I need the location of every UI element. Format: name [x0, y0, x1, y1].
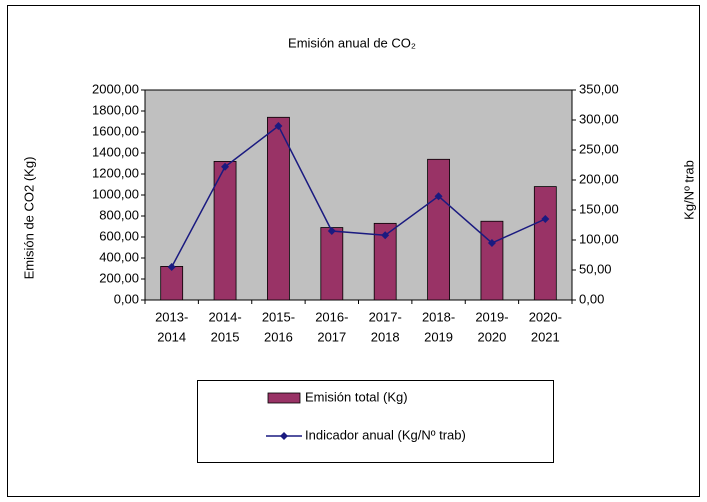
bar: [213, 160, 237, 301]
bar: [373, 222, 397, 301]
x-tick-label: 2018-: [422, 309, 455, 324]
y-tick-label: 200,00: [99, 270, 139, 285]
marker: [221, 162, 230, 171]
x-tick-label: 2017-: [369, 309, 402, 324]
y2-tick-label: 300,00: [579, 111, 619, 126]
x-tick-label: 2013-: [155, 309, 188, 324]
x-tick-label: 2018: [371, 329, 400, 344]
y2-tick-label: 50,00: [579, 261, 612, 276]
marker: [434, 192, 443, 201]
x-tick-label: 2017: [317, 329, 346, 344]
x-tick-label: 2016-: [315, 309, 348, 324]
y-tick-label: 1000,00: [92, 186, 139, 201]
marker: [381, 231, 390, 240]
y-tick-label: 1400,00: [92, 144, 139, 159]
x-tick-label: 2014: [157, 329, 186, 344]
bar: [533, 186, 557, 301]
y-tick-label: 800,00: [99, 207, 139, 222]
marker: [274, 122, 283, 130]
legend-label: Emisión total (Kg): [305, 389, 408, 404]
y-tick-label: 1600,00: [92, 123, 139, 138]
marker: [167, 263, 176, 271]
marker: [541, 215, 550, 223]
bar: [480, 220, 504, 301]
y2-tick-label: 350,00: [579, 81, 619, 96]
y-tick-label: 1200,00: [92, 165, 139, 180]
y2-tick-label: 150,00: [579, 201, 619, 216]
marker: [487, 239, 496, 247]
legend-marker: [280, 432, 288, 440]
x-tick-label: 2015: [211, 329, 240, 344]
chart-title: Emisión anual de CO₂: [288, 35, 416, 50]
bar: [267, 116, 290, 301]
legend-swatch: [267, 392, 301, 404]
y-tick-label: 2000,00: [92, 81, 139, 96]
y-tick-label: 400,00: [99, 249, 139, 264]
legend: [197, 380, 554, 463]
x-tick-label: 2020: [477, 329, 506, 344]
x-tick-label: 2016: [264, 329, 293, 344]
x-tick-label: 2021: [531, 329, 560, 344]
x-tick-label: 2019-: [475, 309, 508, 324]
legend-label: Indicador anual (Kg/Nº trab): [305, 427, 466, 442]
y-axis-label: Emisión de CO2 (Kg): [21, 157, 36, 280]
y2-tick-label: 0,00: [579, 291, 604, 306]
plot-area: [144, 89, 573, 301]
x-tick-label: 2014-: [208, 309, 241, 324]
y2-axis-label: Kg/Nº trab: [681, 160, 696, 220]
y-tick-label: 0,00: [114, 291, 139, 306]
y-tick-label: 1800,00: [92, 102, 139, 117]
y2-tick-label: 250,00: [579, 141, 619, 156]
y-tick-label: 600,00: [99, 228, 139, 243]
y2-tick-label: 200,00: [579, 171, 619, 186]
bar: [427, 158, 450, 301]
line: [171, 124, 546, 268]
x-tick-label: 2019: [424, 329, 453, 344]
x-tick-label: 2020-: [529, 309, 562, 324]
bar: [320, 227, 344, 301]
x-tick-label: 2015-: [262, 309, 295, 324]
y2-tick-label: 100,00: [579, 231, 619, 246]
marker: [327, 227, 336, 235]
bar: [160, 265, 184, 301]
